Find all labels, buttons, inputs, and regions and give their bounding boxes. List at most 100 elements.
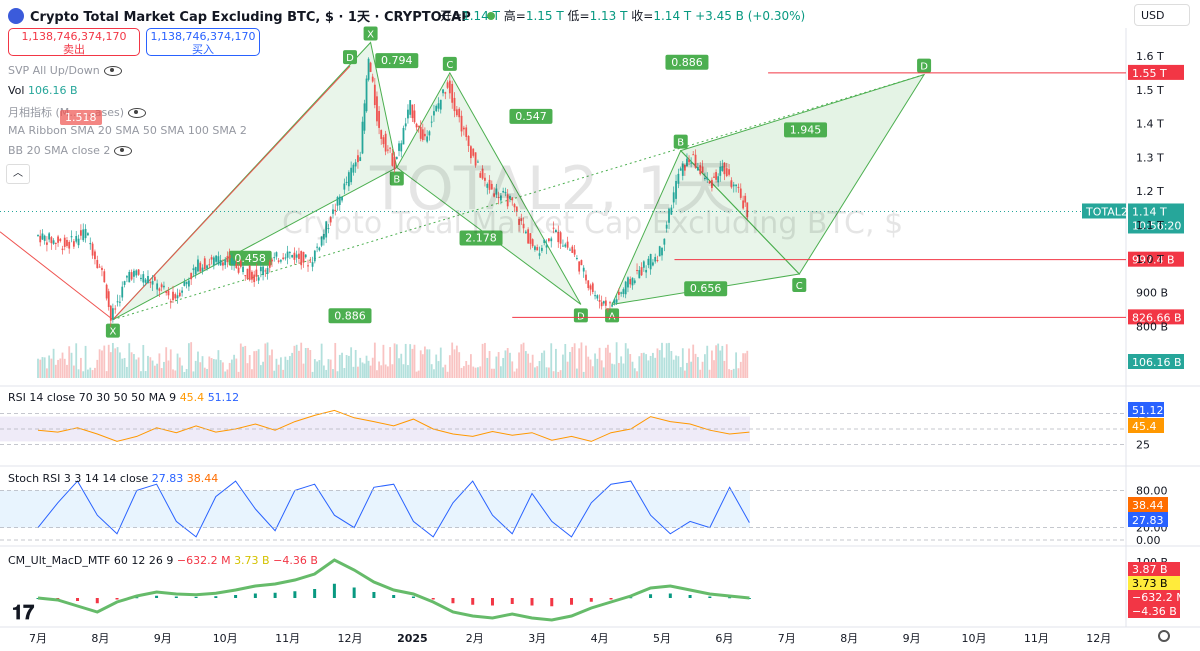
buy-button[interactable]: 1,138,746,374,170 买入	[146, 28, 260, 56]
candle-body	[133, 270, 135, 277]
volume-bar	[638, 356, 641, 378]
volume-bar	[273, 370, 276, 378]
volume-bar	[61, 352, 64, 378]
macd-hist	[174, 596, 178, 598]
volume-bar	[228, 362, 231, 378]
watermark-symbol: TOTAL2, 1天	[370, 154, 735, 224]
candle-body	[268, 262, 271, 268]
candle-body	[721, 166, 724, 171]
macd-badge-label: −4.36 B	[1132, 605, 1177, 618]
candle-body	[694, 154, 697, 168]
candle-body	[543, 239, 546, 243]
moon-badge: 1.518	[60, 110, 102, 125]
legend-bb[interactable]: BB 20 SMA close 2	[8, 144, 133, 157]
volume-bar	[435, 354, 438, 378]
volume-bar	[174, 370, 177, 378]
volume-bar	[663, 357, 666, 378]
candle-body	[604, 300, 607, 306]
macd-badge-label: 3.73 B	[1132, 577, 1168, 590]
volume-bar	[502, 357, 505, 378]
volume-bar	[497, 352, 500, 378]
candle-body	[380, 130, 383, 139]
candle-body	[361, 121, 364, 154]
price-series	[37, 57, 749, 378]
candle-body	[642, 261, 645, 268]
volume-bar	[316, 361, 318, 378]
volume-bar	[642, 352, 645, 378]
legend-macd[interactable]: CM_Ult_MacD_MTF 60 12 26 9 −632.2 M 3.73…	[8, 554, 318, 567]
candle-body	[77, 238, 80, 246]
macd-hist	[352, 587, 356, 598]
volume-bar	[239, 343, 242, 378]
eye-off-icon[interactable]	[103, 66, 122, 76]
volume-bar	[409, 344, 412, 378]
market-status-icon	[486, 11, 495, 20]
candle-body	[713, 176, 715, 178]
candle-body	[587, 280, 590, 289]
volume-bar	[559, 370, 562, 378]
macd-hist	[273, 592, 277, 598]
candle-body	[378, 110, 380, 128]
candle-body	[158, 288, 161, 291]
volume-bar	[288, 356, 291, 378]
candle-body	[354, 162, 357, 167]
volume-bar	[147, 355, 149, 378]
candle-body	[585, 274, 587, 281]
candle-body	[591, 283, 594, 292]
candle-body	[493, 193, 495, 197]
volume-bar	[96, 359, 99, 378]
candle-body	[68, 241, 71, 249]
eye-off-icon[interactable]	[114, 146, 133, 156]
legend-ribbon[interactable]: MA Ribbon SMA 20 SMA 50 SMA 100 SMA 2	[8, 124, 247, 137]
stoch-badge-label: 38.44	[1132, 499, 1164, 512]
volume-bar	[596, 358, 599, 378]
candle-body	[640, 267, 643, 276]
volume-bar	[185, 369, 188, 378]
eye-off-icon[interactable]	[128, 108, 147, 118]
legend-rsi[interactable]: RSI 14 close 70 30 50 50 MA 9 45.4 51.12	[8, 391, 239, 404]
candle-body	[582, 267, 585, 272]
volume-bar	[151, 360, 154, 378]
macd-hist	[510, 598, 514, 604]
candle-body	[451, 83, 454, 103]
candle-body	[715, 172, 717, 180]
legend-svp[interactable]: SVP All Up/Down	[8, 64, 122, 77]
candle-body	[187, 280, 190, 287]
candle-body	[730, 180, 733, 188]
pattern-point-box	[673, 134, 688, 149]
horizontal-levels: 1.55 T 997.4 B 826.66 B TOTAL2 1.14 T10:56:2…	[0, 64, 1184, 369]
candle-body	[327, 228, 330, 230]
volume-bar	[411, 348, 414, 378]
candle-body	[728, 169, 730, 175]
ribbon-label: MA Ribbon SMA 20 SMA 50 SMA 100 SMA 2	[8, 124, 247, 137]
candle-body	[199, 262, 202, 272]
pattern-point-box	[573, 308, 588, 323]
candle-body	[550, 238, 553, 242]
volume-bar	[442, 367, 444, 378]
candle-body	[569, 249, 571, 251]
candle-body	[197, 259, 199, 272]
collapse-legend-button[interactable]: ︿	[6, 164, 30, 184]
volume-bar	[75, 343, 78, 378]
candle-body	[465, 127, 468, 137]
settings-icon[interactable]	[1158, 630, 1170, 642]
volume-bar	[690, 361, 693, 378]
last-price-label: 1.14 T	[1132, 205, 1167, 218]
volume-bar	[725, 344, 728, 378]
candle-body	[41, 233, 44, 240]
volume-bar	[573, 343, 576, 378]
volume-bar	[552, 371, 555, 378]
candle-body	[61, 248, 64, 250]
currency-select[interactable]: USD	[1134, 4, 1190, 26]
candle-body	[663, 238, 666, 245]
macd-label: CM_Ult_MacD_MTF 60 12 26 9	[8, 554, 174, 567]
candle-body	[130, 272, 133, 280]
legend-stoch[interactable]: Stoch RSI 3 3 14 14 close 27.83 38.44	[8, 472, 218, 485]
candle-body	[336, 197, 339, 206]
candle-body	[224, 260, 227, 266]
sell-button[interactable]: 1,138,746,374,170 卖出	[8, 28, 140, 56]
symbol-info[interactable]: Crypto Total Market Cap Excluding BTC, $…	[8, 6, 495, 25]
volume-bar	[665, 343, 668, 378]
legend-vol[interactable]: Vol 106.16 B	[8, 84, 78, 97]
candle-body	[615, 299, 618, 303]
